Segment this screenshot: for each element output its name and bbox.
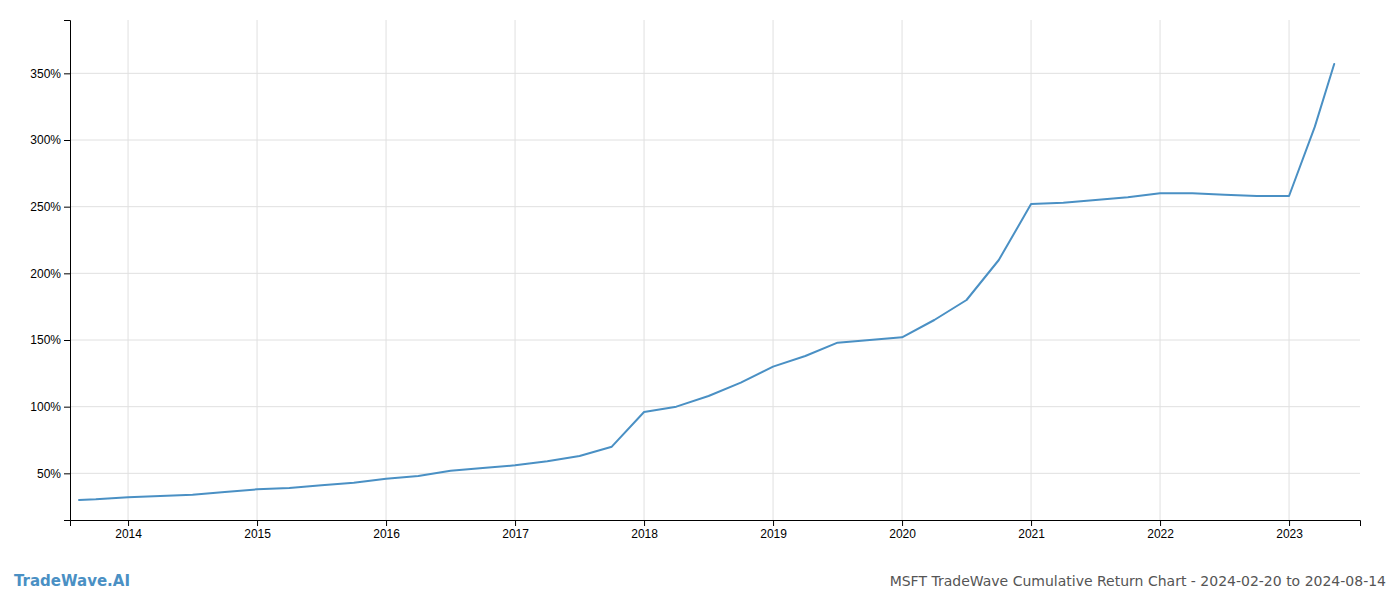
x-tick-mark bbox=[1289, 520, 1290, 526]
x-tick-label: 2021 bbox=[1018, 527, 1045, 541]
x-tick: 2020 bbox=[889, 520, 916, 541]
x-tick-mark bbox=[257, 520, 258, 526]
x-tick-mark bbox=[386, 520, 387, 526]
y-tick: 200% bbox=[30, 267, 70, 281]
x-tick-label: 2014 bbox=[115, 527, 142, 541]
x-tick-label: 2023 bbox=[1276, 527, 1303, 541]
x-tick: 2015 bbox=[244, 520, 271, 541]
marks bbox=[79, 64, 1334, 500]
chart: 2014 2015 2016 2017 2018 2019 2020 2021 2022 2023… bbox=[0, 0, 1400, 600]
grid-line-x bbox=[644, 20, 645, 520]
x-tick-label: 2017 bbox=[502, 527, 529, 541]
y-tick-mark bbox=[64, 340, 70, 341]
grid-line-x bbox=[128, 20, 129, 520]
x-tick: 2018 bbox=[631, 520, 658, 541]
y-tick: 50% bbox=[37, 467, 70, 481]
x-tick-label: 2019 bbox=[760, 527, 787, 541]
y-tick: 350% bbox=[30, 67, 70, 81]
x-axis: 2014 2015 2016 2017 2018 2019 2020 2021 2022 2023 bbox=[71, 520, 1361, 541]
x-tick: 2014 bbox=[115, 520, 142, 541]
y-tick-mark bbox=[64, 207, 70, 208]
x-tick-mark bbox=[128, 520, 129, 526]
y-tick-label: 100% bbox=[30, 400, 61, 414]
x-tick-mark bbox=[1031, 520, 1032, 526]
grid-line-y bbox=[70, 140, 1360, 141]
y-tick-label: 200% bbox=[30, 267, 61, 281]
x-tick: 2016 bbox=[373, 520, 400, 541]
grid-line-x bbox=[1160, 20, 1161, 520]
x-tick-label: 2015 bbox=[244, 527, 271, 541]
line bbox=[79, 64, 1334, 500]
grid-line-y bbox=[70, 340, 1360, 341]
grid-line-x bbox=[773, 20, 774, 520]
grid-line-y bbox=[70, 473, 1360, 474]
y-tick-mark bbox=[64, 140, 70, 141]
grid-line-y bbox=[70, 273, 1360, 274]
grid-line-y bbox=[70, 206, 1360, 207]
grid-line-x bbox=[386, 20, 387, 520]
x-tick: 2021 bbox=[1018, 520, 1045, 541]
plot-area: 2014 2015 2016 2017 2018 2019 2020 2021 2022 2023… bbox=[30, 20, 1360, 541]
x-tick-mark bbox=[1160, 520, 1161, 526]
grid bbox=[70, 20, 1360, 520]
x-tick-mark bbox=[902, 520, 903, 526]
x-axis-line bbox=[71, 521, 1361, 527]
x-tick: 2019 bbox=[760, 520, 787, 541]
x-tick-label: 2022 bbox=[1147, 527, 1174, 541]
grid-line-x bbox=[1031, 20, 1032, 520]
x-tick-mark bbox=[515, 520, 516, 526]
watermark: TradeWave.AI bbox=[14, 572, 130, 590]
grid-line-y bbox=[70, 73, 1360, 74]
x-tick-mark bbox=[644, 520, 645, 526]
y-tick: 300% bbox=[30, 133, 70, 147]
y-tick-label: 350% bbox=[30, 67, 61, 81]
y-tick-mark bbox=[64, 73, 70, 74]
grid-line-y bbox=[70, 406, 1360, 407]
x-tick-label: 2018 bbox=[631, 527, 658, 541]
x-tick-label: 2020 bbox=[889, 527, 916, 541]
grid-line-x bbox=[1289, 20, 1290, 520]
y-axis: 50% 100% 150% 200% 250% 300% 350% bbox=[30, 21, 70, 521]
y-tick-mark bbox=[64, 407, 70, 408]
y-tick-label: 300% bbox=[30, 133, 61, 147]
y-tick: 100% bbox=[30, 400, 70, 414]
y-axis-line bbox=[64, 21, 71, 521]
y-tick: 150% bbox=[30, 333, 70, 347]
x-tick: 2022 bbox=[1147, 520, 1174, 541]
y-tick-mark bbox=[64, 273, 70, 274]
x-tick-mark bbox=[773, 520, 774, 526]
title: MSFT TradeWave Cumulative Return Chart -… bbox=[890, 573, 1386, 589]
grid-line-x bbox=[902, 20, 903, 520]
y-tick-label: 150% bbox=[30, 333, 61, 347]
grid-line-x bbox=[257, 20, 258, 520]
y-tick-label: 50% bbox=[37, 467, 61, 481]
x-tick-label: 2016 bbox=[373, 527, 400, 541]
x-tick: 2023 bbox=[1276, 520, 1303, 541]
grid-line-x bbox=[515, 20, 516, 520]
y-tick: 250% bbox=[30, 200, 70, 214]
x-tick: 2017 bbox=[502, 520, 529, 541]
y-tick-label: 250% bbox=[30, 200, 61, 214]
y-tick-mark bbox=[64, 473, 70, 474]
